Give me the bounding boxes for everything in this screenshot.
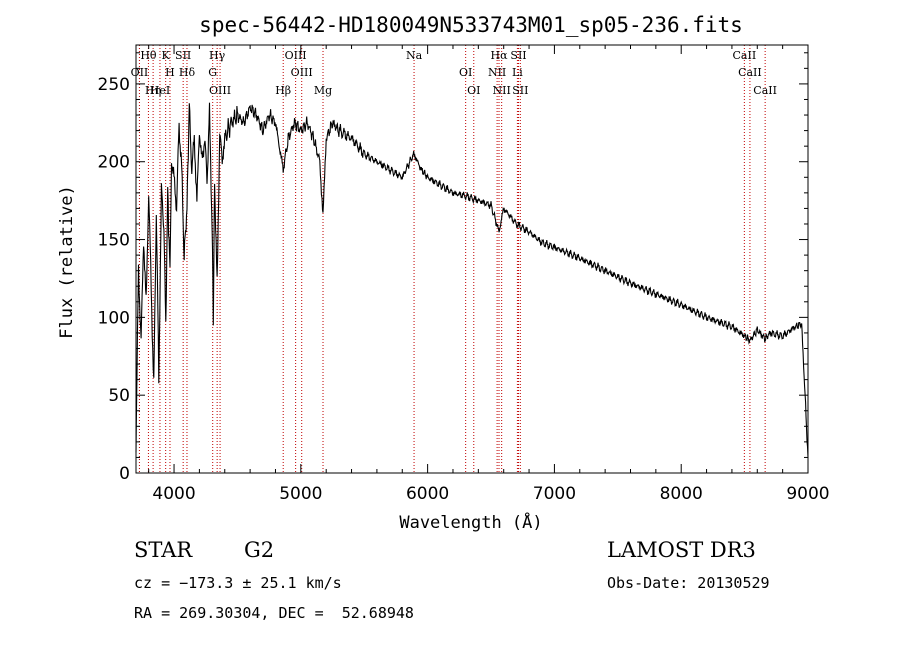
x-tick-label: 6000 <box>406 484 449 504</box>
line-label: SII <box>510 49 526 62</box>
line-label: Hα <box>490 49 508 62</box>
line-label: Hθ <box>140 49 157 62</box>
line-label: SII <box>512 84 528 97</box>
line-label: H <box>165 66 175 79</box>
object-class: STAR <box>134 538 193 562</box>
x-tick-label: 9000 <box>786 484 829 504</box>
y-tick-label: 150 <box>98 231 130 251</box>
line-label: CaII <box>733 49 757 62</box>
x-tick-label: 7000 <box>533 484 576 504</box>
line-label: Li <box>512 66 523 79</box>
observation-date: Obs-Date: 20130529 <box>607 574 770 592</box>
line-label: OI <box>467 84 480 97</box>
y-tick-label: 50 <box>108 386 130 406</box>
x-axis-label: Wavelength (Å) <box>399 511 542 533</box>
line-label: Mg <box>314 84 332 97</box>
line-label: Na <box>406 49 423 62</box>
plot-frame <box>135 44 809 474</box>
x-tick-label: 5000 <box>279 484 322 504</box>
line-label: OII <box>131 66 149 79</box>
x-tick-label: 8000 <box>660 484 703 504</box>
chart-title: spec-56442-HD180049N533743M01_sp05-236.f… <box>199 13 743 37</box>
y-tick-label: 250 <box>98 75 130 95</box>
axes: 4000 5000 6000 7000 8000 9000 0 50 100 150 200 250 <box>98 44 830 504</box>
spectrum-series <box>135 102 809 458</box>
line-label: CaII <box>753 84 777 97</box>
y-tick-label: 100 <box>98 308 130 328</box>
y-axis-label: Flux (relative) <box>57 185 77 339</box>
line-labels: HθOIIHηKHHeISIIHδOIIIHγGHβOIIIOIIIMgNaOI… <box>131 49 777 97</box>
line-label: Hη <box>145 84 161 97</box>
line-label: Hγ <box>209 49 226 62</box>
line-label: OIII <box>209 84 231 97</box>
reference-lines <box>138 45 766 473</box>
survey-name: LAMOST DR3 <box>607 538 756 562</box>
line-label: SII <box>175 49 191 62</box>
line-label: NII <box>493 84 511 97</box>
x-tick-label: 4000 <box>152 484 195 504</box>
y-tick-label: 0 <box>119 464 130 484</box>
line-label: OIII <box>285 49 307 62</box>
line-label: OIII <box>291 66 313 79</box>
line-label: OI <box>459 66 472 79</box>
y-tick-label: 200 <box>98 153 130 173</box>
coordinates: RA = 269.30304, DEC = 52.68948 <box>134 604 414 622</box>
line-label: Hδ <box>179 66 196 79</box>
line-label: G <box>208 66 217 79</box>
line-label: Hβ <box>275 84 291 97</box>
line-label: NII <box>488 66 506 79</box>
line-label: CaII <box>738 66 762 79</box>
spectrum-line <box>135 102 809 458</box>
redshift-velocity: cz = −173.3 ± 25.1 km/s <box>134 574 342 592</box>
object-subclass: G2 <box>244 538 275 562</box>
line-label: K <box>162 49 171 62</box>
line-label: HeI <box>150 84 170 97</box>
